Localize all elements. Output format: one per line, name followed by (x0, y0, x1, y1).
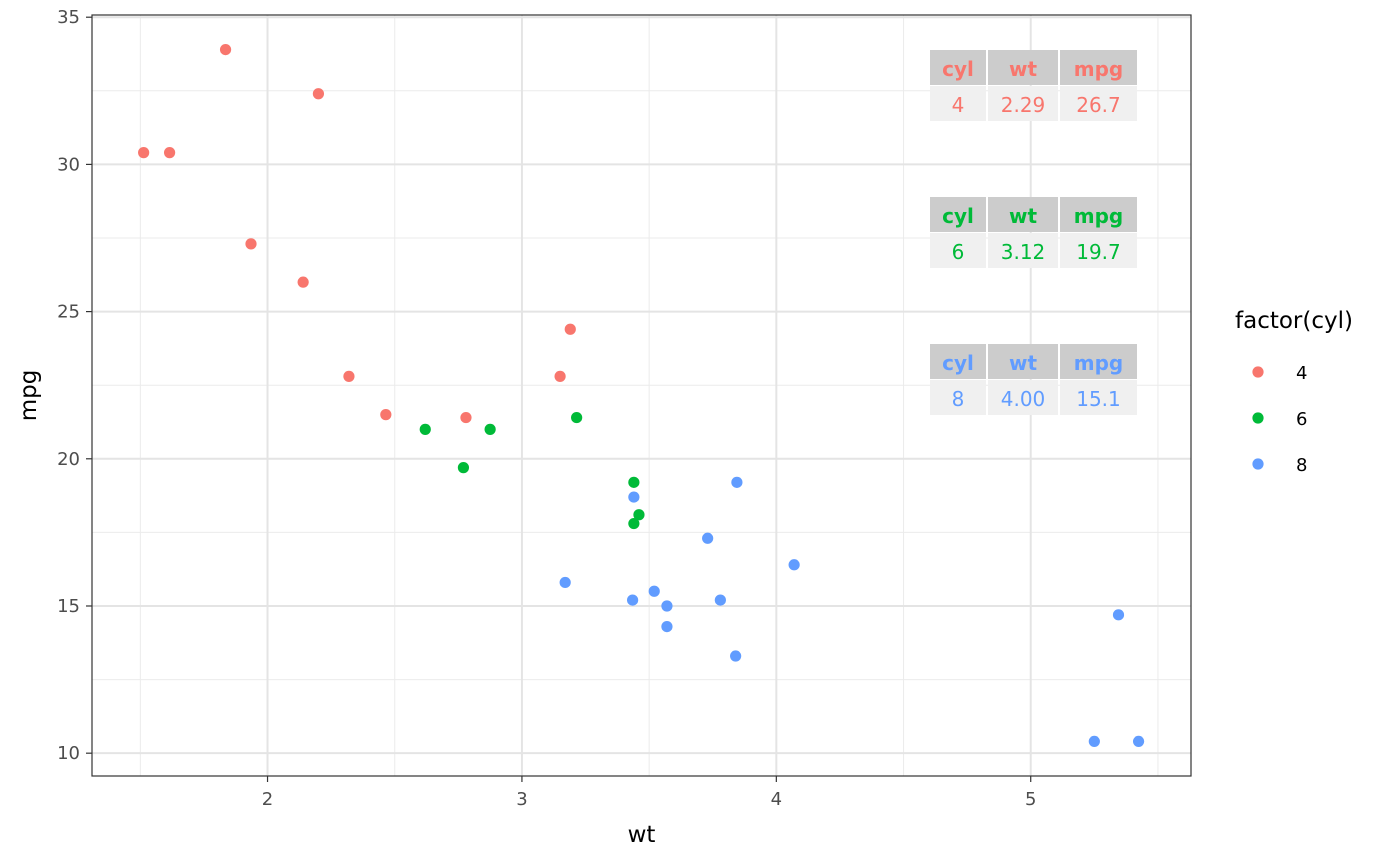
data-point-cyl-8 (559, 576, 571, 589)
panel-border (91, 14, 1192, 777)
y-tick-label: 35 (57, 7, 80, 28)
table-header-cell (988, 197, 1058, 232)
table-value-text: 8 (952, 387, 965, 411)
table-value-cell (930, 86, 986, 121)
data-point-cyl-8 (731, 476, 743, 488)
data-point-cyl-8 (628, 491, 640, 503)
data-point-cyl-4 (460, 411, 472, 424)
data-point-cyl-6 (628, 476, 640, 488)
data-point-cyl-6 (633, 509, 645, 521)
data-point-cyl-8 (648, 585, 660, 597)
data-point-cyl-6 (571, 411, 583, 424)
data-point-cyl-6 (457, 462, 470, 474)
data-point-cyl-8 (661, 620, 673, 633)
data-point-cyl-4 (312, 88, 325, 100)
data-point-cyl-8 (1112, 609, 1125, 621)
table-header-cell (988, 344, 1058, 379)
legend-label-6: 6 (1296, 409, 1307, 430)
table-header-cell (930, 50, 986, 85)
table-header-cell (1060, 50, 1137, 85)
x-tick-label: 5 (1025, 789, 1036, 810)
y-tick-label: 30 (57, 154, 80, 175)
table-value-cell (988, 233, 1058, 268)
data-point-cyl-8 (626, 594, 639, 606)
legend-key-8 (1252, 458, 1264, 470)
axis-ticks (86, 16, 1032, 782)
y-tick-label: 10 (57, 743, 80, 764)
table-value-text: 4 (952, 93, 965, 117)
data-point-cyl-8 (714, 594, 726, 606)
data-point-cyl-4 (219, 43, 232, 56)
legend-key-4 (1252, 366, 1264, 378)
table-value-text: 26.7 (1076, 93, 1121, 117)
table-header-cell (1060, 344, 1137, 379)
table-value-cell (930, 380, 986, 415)
table-header-cell (930, 344, 986, 379)
table-value-text: 15.1 (1076, 387, 1121, 411)
y-tick-label: 25 (57, 302, 80, 323)
legend: factor(cyl) 4 6 8 (1235, 308, 1353, 476)
data-points (138, 43, 1145, 748)
data-point-cyl-4 (245, 238, 257, 250)
table-value-text: 3.12 (1001, 240, 1046, 264)
summary-table-cyl-4: cyl 4 wt 2.29 mpg 26.7 (930, 50, 1137, 121)
data-point-cyl-4 (564, 323, 576, 335)
data-point-cyl-8 (661, 600, 673, 612)
data-point-cyl-6 (628, 517, 640, 530)
data-point-cyl-4 (138, 147, 150, 159)
table-value-cell (1060, 233, 1137, 268)
summary-tables: cyl 4 wt 2.29 mpg 26.7 cyl 6 wt 3.12 mpg 19.7 cyl 8 wt… (930, 50, 1137, 415)
legend-label-4: 4 (1296, 363, 1307, 384)
legend-label-8: 8 (1296, 455, 1307, 476)
data-point-cyl-4 (163, 147, 176, 159)
summary-table-cyl-8: cyl 8 wt 4.00 mpg 15.1 (930, 344, 1137, 415)
x-tick-label: 2 (262, 789, 273, 810)
data-point-cyl-8 (1088, 735, 1100, 748)
table-value-cell (930, 233, 986, 268)
data-point-cyl-8 (1132, 735, 1145, 748)
summary-table-cyl-6: cyl 6 wt 3.12 mpg 19.7 (930, 197, 1137, 268)
table-value-cell (1060, 380, 1137, 415)
table-header-text: wt (1009, 204, 1037, 228)
table-header-text: wt (1009, 351, 1037, 375)
y-axis-title: mpg (16, 370, 42, 422)
data-point-cyl-4 (554, 370, 566, 382)
table-header-text: mpg (1074, 204, 1123, 228)
data-point-cyl-4 (297, 276, 309, 288)
table-header-text: wt (1009, 57, 1037, 81)
table-value-cell (988, 380, 1058, 415)
table-value-text: 19.7 (1076, 240, 1121, 264)
table-header-cell (988, 50, 1058, 85)
data-point-cyl-6 (484, 423, 496, 435)
data-point-cyl-8 (788, 559, 800, 571)
table-header-cell (1060, 197, 1137, 232)
legend-key-6 (1252, 412, 1264, 424)
table-value-text: 4.00 (1001, 387, 1046, 411)
table-header-text: cyl (942, 351, 974, 375)
table-header-cell (930, 197, 986, 232)
table-header-text: mpg (1074, 351, 1123, 375)
data-point-cyl-4 (343, 370, 355, 382)
table-value-cell (988, 86, 1058, 121)
legend-items: 4 6 8 (1252, 363, 1307, 476)
data-point-cyl-8 (702, 532, 714, 544)
data-point-cyl-6 (419, 423, 431, 435)
table-value-text: 2.29 (1001, 93, 1046, 117)
y-tick-label: 15 (57, 596, 80, 617)
x-tick-label: 4 (771, 789, 782, 810)
table-header-text: mpg (1074, 57, 1123, 81)
table-value-cell (1060, 86, 1137, 121)
table-header-text: cyl (942, 204, 974, 228)
table-value-text: 6 (952, 240, 965, 264)
data-point-cyl-4 (380, 409, 392, 421)
table-header-text: cyl (942, 57, 974, 81)
axis-tick-labels: 2 3 4 5 10 15 20 25 30 35 (57, 7, 1036, 810)
x-axis-title: wt (628, 822, 656, 848)
y-tick-label: 20 (57, 449, 80, 470)
x-tick-label: 3 (516, 789, 527, 810)
data-point-cyl-8 (730, 650, 742, 662)
legend-title: factor(cyl) (1235, 308, 1353, 334)
